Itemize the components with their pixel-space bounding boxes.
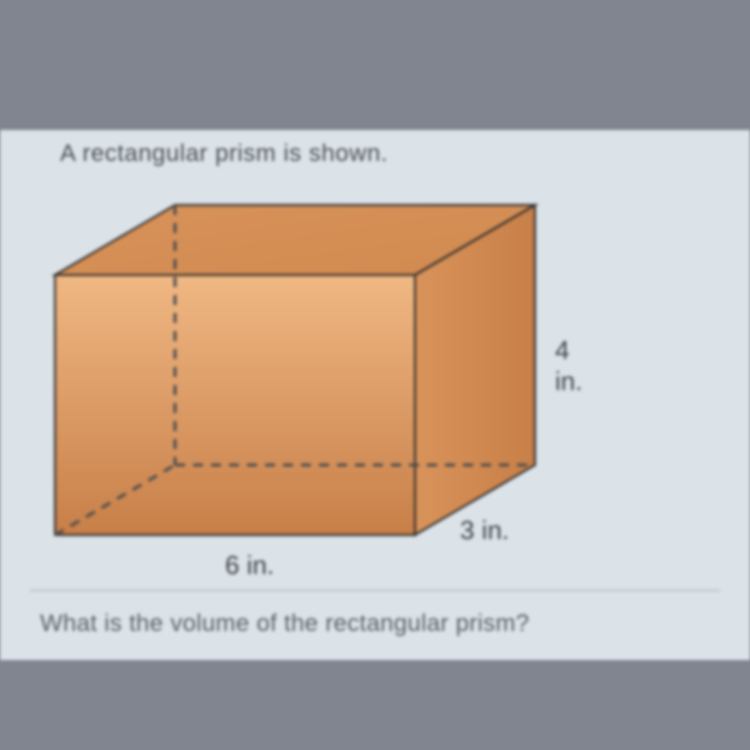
- problem-question: What is the volume of the rectangular pr…: [40, 610, 529, 638]
- width-label: 3 in.: [460, 515, 509, 546]
- height-label: 4 in.: [555, 335, 595, 397]
- divider: [30, 590, 720, 591]
- prism-figure: 6 in. 3 in. 4 in.: [35, 195, 595, 575]
- prism-svg: [35, 195, 595, 575]
- problem-title: A rectangular prism is shown.: [60, 140, 388, 168]
- problem-panel: A rectangular prism is shown.: [0, 130, 750, 660]
- length-label: 6 in.: [225, 550, 274, 581]
